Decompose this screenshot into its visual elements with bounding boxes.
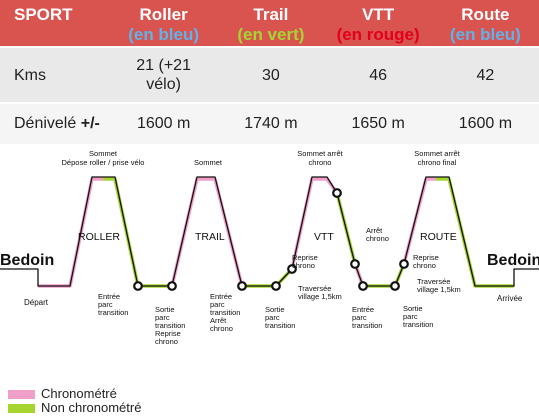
table-header-row: SPORT Roller (en bleu) Trail (en vert) VTT…: [0, 0, 539, 47]
start-town: Bedoin: [0, 252, 54, 269]
roller-color-note: (en bleu): [128, 25, 200, 44]
sommet-roller-label: Sommet Dépose roller / prise vélo: [62, 149, 145, 167]
arret-vtt-label: Arrêt chrono: [366, 226, 389, 243]
traversee-2-label: Traversée village 1,5km: [417, 277, 461, 294]
segment-route: ROUTE: [420, 231, 457, 243]
depart-label: Départ: [24, 298, 49, 307]
header-sport: SPORT: [0, 0, 110, 47]
table-cell: 1600 m: [431, 102, 539, 144]
route-color-note: (en bleu): [449, 25, 521, 44]
checkpoint-entree-roller: [133, 281, 143, 291]
checkpoint-sortie-vtt: [390, 281, 400, 291]
trail-color-note: (en vert): [237, 25, 305, 44]
row-label: Kms: [0, 46, 110, 103]
table-cell: 46: [324, 46, 432, 103]
table-cell: 30: [217, 46, 325, 103]
header-roller: Roller (en bleu): [110, 0, 218, 47]
legend-non-chrono-label: Non chronométré: [41, 400, 142, 415]
pink-route: [402, 177, 436, 265]
legend-chrono: Chronométré: [8, 386, 117, 401]
legend-chrono-label: Chronométré: [41, 386, 117, 401]
table-cell: 1740 m: [217, 102, 325, 144]
outline-main: [0, 176, 539, 287]
table-cell: 21 (+21 vélo): [110, 46, 218, 103]
checkpoints: [133, 188, 409, 291]
entree-vtt-label: Entrée parc transition: [352, 305, 382, 330]
end-town: Bedoin: [487, 252, 539, 269]
table-cell: 42: [431, 46, 539, 103]
chrono-swatch: [8, 390, 35, 400]
legend-non-chrono: Non chronométré: [8, 400, 141, 415]
table-cell: 1650 m: [324, 102, 432, 144]
checkpoint-reprise-vtt: [287, 264, 297, 274]
course-profile-diagram: Bedoin Bedoin Départ Arrivée ROLLER TRAI…: [0, 149, 539, 346]
table-row-denivele: Dénivelé +/- 1600 m 1740 m 1650 m 1600 m: [0, 102, 539, 144]
checkpoint-entree-vtt: [358, 281, 368, 291]
reprise-route-label: Reprise chrono: [413, 253, 441, 270]
checkpoint-sortie-roller: [167, 281, 177, 291]
sommet-vtt-label: Sommet arrêt chrono: [297, 149, 343, 167]
sport-table: SPORT Roller (en bleu) Trail (en vert) VTT…: [0, 0, 539, 144]
entree-roller-label: Entrée parc transition: [98, 292, 128, 317]
row-label: Dénivelé +/-: [0, 102, 110, 144]
profile-outline: [0, 176, 539, 287]
checkpoint-sortie-trail: [271, 281, 281, 291]
sortie-vtt-label: Sortie parc transition: [403, 304, 433, 329]
header-trail: Trail (en vert): [217, 0, 325, 47]
entree-trail-label: Entrée parc transition Arrêt chrono: [210, 292, 243, 333]
sortie-roller-label: Sortie parc transition Reprise chrono: [155, 305, 188, 346]
reprise-vtt-label: Reprise chrono: [292, 253, 320, 270]
vtt-color-note: (en rouge): [336, 25, 420, 44]
arrivee-label: Arrivée: [497, 294, 523, 303]
sommet-trail-label: Sommet: [194, 158, 223, 167]
traversee-1-label: Traversée village 1,5km: [298, 284, 342, 301]
checkpoint-sommet-vtt: [332, 188, 342, 198]
checkpoint-arret-vtt: [350, 259, 360, 269]
non-chrono-swatch: [8, 404, 35, 414]
summit-labels: Sommet Dépose roller / prise vélo Sommet …: [62, 149, 461, 167]
sommet-route-label: Sommet arrêt chrono final: [414, 149, 460, 167]
segment-roller: ROLLER: [78, 231, 120, 243]
table-cell: 1600 m: [110, 102, 218, 144]
checkpoint-entree-trail: [237, 281, 247, 291]
checkpoint-reprise-route: [399, 259, 409, 269]
segment-vtt: VTT: [314, 231, 334, 243]
header-route: Route (en bleu): [431, 0, 539, 47]
header-vtt: VTT (en rouge): [324, 0, 432, 47]
table-row-kms: Kms 21 (+21 vélo) 30 46 42: [0, 46, 539, 103]
segment-trail: TRAIL: [195, 231, 225, 243]
sortie-trail-label: Sortie parc transition: [265, 305, 295, 330]
checkpoint-labels: Entrée parc transition Sortie parc trans…: [98, 226, 461, 346]
